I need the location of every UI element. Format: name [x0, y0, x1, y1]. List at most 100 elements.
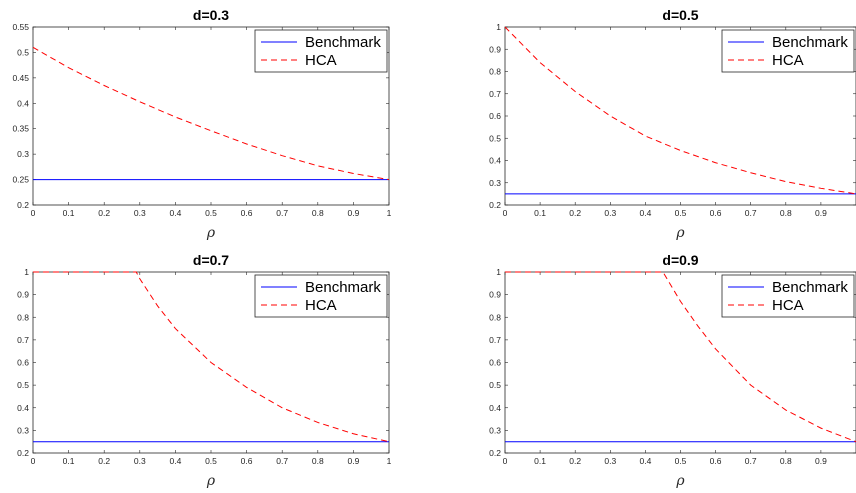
series-line-hca [33, 271, 390, 443]
legend-box [721, 274, 855, 318]
x-tick-label: 0.4 [169, 456, 181, 466]
chart-title: d=0.9 [662, 252, 698, 268]
x-tick-label: 0.4 [169, 208, 181, 218]
x-tick-label: 0.3 [134, 456, 146, 466]
y-tick-label: 0.6 [489, 111, 501, 121]
chart-panel-1: d=0.3 0 0.1 0.2 0.3 0.4 0.5 0.6 0.7 0.8 0.9 1 0.2 0.2… [12, 7, 391, 241]
x-tick-label: 0.7 [745, 456, 757, 466]
x-tick-label: 0.8 [312, 456, 324, 466]
x-axis-label: ρ [206, 225, 216, 241]
x-axis-label: ρ [675, 473, 685, 489]
y-tick-label: 0.7 [489, 335, 501, 345]
x-tick-label: 0.6 [241, 208, 253, 218]
y-tick-label: 0.8 [17, 312, 29, 322]
legend-label-hca: HCA [305, 52, 337, 69]
y-tick-label: 0.4 [489, 156, 501, 166]
x-tick-label: 0.5 [205, 208, 217, 218]
x-tick-label: 0.6 [710, 456, 722, 466]
legend-label-benchmark: Benchmark [772, 34, 848, 51]
y-tick-label: 0.9 [489, 290, 501, 300]
x-tick-label: 0.2 [98, 208, 110, 218]
y-tick-label: 0.45 [12, 73, 29, 83]
x-tick-label: 0.7 [745, 208, 757, 218]
x-tick-label: 0.4 [639, 208, 651, 218]
legend-label-benchmark: Benchmark [772, 279, 848, 296]
y-tick-label: 0.55 [12, 22, 29, 32]
x-tick-label: 0 [31, 208, 36, 218]
x-tick-label: 0.2 [569, 208, 581, 218]
y-tick-label: 0.6 [489, 358, 501, 368]
y-tick-label: 0.35 [12, 124, 29, 134]
y-tick-label: 0.6 [17, 358, 29, 368]
x-tick-label: 0.8 [312, 208, 324, 218]
x-tick-label: 0 [31, 456, 36, 466]
x-tick-label: 0.2 [569, 456, 581, 466]
y-tick-label: 0.7 [489, 89, 501, 99]
y-tick-label: 0.4 [17, 98, 29, 108]
x-axis-label: ρ [206, 473, 216, 489]
y-tick-label: 0.8 [489, 67, 501, 77]
x-tick-label: 0.7 [276, 456, 288, 466]
y-tick-label: 0.4 [17, 403, 29, 413]
x-tick-label: 0.8 [780, 456, 792, 466]
x-tick-label: 0.1 [534, 208, 546, 218]
x-tick-label: 0.3 [604, 456, 616, 466]
y-tick-label: 0.5 [17, 380, 29, 390]
legend-box [721, 29, 855, 73]
y-tick-label: 1 [496, 22, 501, 32]
y-tick-label: 0.3 [17, 425, 29, 435]
x-tick-label: 0.9 [347, 208, 359, 218]
y-tick-label: 0.2 [489, 448, 501, 458]
y-tick-label: 0.9 [17, 290, 29, 300]
x-tick-label: 0.3 [604, 208, 616, 218]
legend-label-hca: HCA [305, 297, 337, 314]
series-line-hca [504, 26, 856, 195]
x-tick-label: 0.4 [639, 456, 651, 466]
x-tick-label: 0.1 [63, 456, 75, 466]
y-tick-label: 0.5 [17, 47, 29, 57]
x-tick-label: 0.5 [675, 456, 687, 466]
chart-panel-3: d=0.7 0 0.1 0.2 0.3 0.4 0.5 0.6 0.7 0.8 0.9 1 0.2 0.3… [17, 252, 391, 489]
chart-panel-4: d=0.9 0 0.1 0.2 0.3 0.4 0.5 0.6 0.7 0.8 0.9 0.2 0.3 0… [489, 252, 856, 489]
x-tick-label: 0.9 [347, 456, 359, 466]
y-tick-label: 1 [24, 267, 29, 277]
y-tick-label: 0.2 [17, 200, 29, 210]
legend-box [254, 274, 388, 318]
x-tick-label: 0.6 [710, 208, 722, 218]
y-tick-label: 0.5 [489, 133, 501, 143]
x-tick-label: 1 [387, 456, 392, 466]
legend-label-hca: HCA [772, 52, 804, 69]
y-tick-label: 0.3 [489, 178, 501, 188]
y-tick-label: 0.3 [17, 149, 29, 159]
y-tick-label: 0.2 [489, 200, 501, 210]
x-tick-label: 0.9 [815, 208, 827, 218]
x-tick-label: 0.8 [780, 208, 792, 218]
legend-box [254, 29, 388, 73]
x-tick-label: 0.6 [241, 456, 253, 466]
chart-title: d=0.3 [193, 7, 229, 23]
x-tick-label: 0.7 [276, 208, 288, 218]
series-line-hca [32, 46, 390, 181]
x-tick-label: 0 [503, 456, 508, 466]
y-tick-label: 0.8 [489, 312, 501, 322]
y-tick-label: 0.3 [489, 425, 501, 435]
y-tick-label: 0.7 [17, 335, 29, 345]
y-tick-label: 0.4 [489, 403, 501, 413]
legend-label-benchmark: Benchmark [305, 279, 381, 296]
legend-label-hca: HCA [772, 297, 804, 314]
y-tick-label: 0.9 [489, 44, 501, 54]
x-tick-label: 0 [503, 208, 508, 218]
x-tick-label: 0.1 [534, 456, 546, 466]
legend-label-benchmark: Benchmark [305, 34, 381, 51]
series-line-hca [505, 271, 856, 443]
y-tick-label: 0.2 [17, 448, 29, 458]
x-tick-label: 0.5 [205, 456, 217, 466]
x-tick-label: 0.9 [815, 456, 827, 466]
y-tick-label: 0.5 [489, 380, 501, 390]
chart-title: d=0.5 [662, 7, 698, 23]
